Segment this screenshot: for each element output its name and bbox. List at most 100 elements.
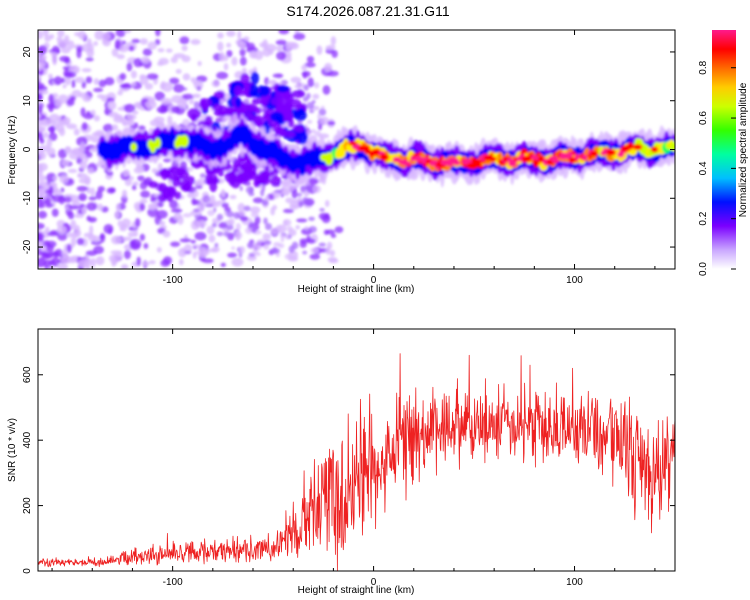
spectrogram-noise-blob <box>226 42 232 48</box>
spectrogram-noise-blob <box>147 207 159 218</box>
spectrogram-noise-blob <box>306 198 312 205</box>
spectrogram-noise-blob <box>300 187 306 193</box>
spectrogram-noise-blob <box>204 203 214 208</box>
spectrogram-noise-blob <box>115 203 121 212</box>
spectrogram-noise-blob <box>160 97 173 106</box>
spectrogram-noise-blob <box>118 45 129 53</box>
spectrogram-noise-blob <box>216 71 229 80</box>
spectrogram-clutter-blob <box>269 176 282 187</box>
spectrogram-noise-blob <box>197 61 202 67</box>
spectrogram-noise-blob <box>93 78 100 85</box>
spectrogram-noise-blob <box>289 204 299 210</box>
spectrogram-noise-blob <box>38 240 44 248</box>
spectrogram-noise-blob <box>124 179 133 187</box>
spectrogram-noise-blob <box>143 242 149 250</box>
snr-series-line <box>38 353 675 571</box>
spectrogram-noise-blob <box>115 30 126 38</box>
spectrogram-noise-blob <box>140 190 151 198</box>
spectrogram-noise-blob <box>219 51 225 62</box>
spectrogram-noise-blob <box>177 215 184 225</box>
spectrogram-noise-blob <box>59 174 70 184</box>
spectrogram-noise-blob <box>126 114 137 120</box>
spectrogram-noise-blob <box>81 80 87 89</box>
spectrogram-noise-blob <box>246 242 254 249</box>
spectrogram-clutter-blob <box>276 85 290 93</box>
spectrogram-clutter-blob <box>232 159 242 168</box>
spectrogram-noise-blob <box>237 202 246 213</box>
spectrogram-noise-blob <box>38 66 42 72</box>
spectrogram-noise-blob <box>246 46 259 54</box>
spectrogram-noise-blob <box>47 232 59 237</box>
spectrogram-noise-blob <box>271 248 281 254</box>
spectrogram-noise-blob <box>239 41 246 50</box>
spectrogram-noise-blob <box>93 41 99 46</box>
spectrogram-noise-blob <box>226 49 233 58</box>
spectrogram-noise-blob <box>201 234 206 239</box>
spectrogram-noise-blob <box>48 132 58 141</box>
spectrogram-noise-blob <box>208 234 216 243</box>
spectrogram-noise-blob <box>43 131 49 139</box>
colorbar: 0.0 0.2 0.4 0.6 0.8 Normalized spectral ampl… <box>698 30 749 276</box>
spectrogram-noise-blob <box>259 42 267 48</box>
colorbar-tick-label: 0.0 <box>698 262 709 276</box>
spectrogram-noise-blob <box>159 108 166 114</box>
spectrogram-noise-blob <box>98 79 107 88</box>
spectrogram-noise-blob <box>66 243 72 254</box>
spectrogram-noise-blob <box>71 79 76 89</box>
spectrogram-noise-blob <box>291 241 299 250</box>
spectrogram-noise-blob <box>158 57 169 66</box>
spectrogram-y-tick-label: -20 <box>22 239 33 254</box>
spectrogram-noise-blob <box>160 80 166 89</box>
snr-x-tick-label: 0 <box>371 577 377 588</box>
spectrogram-noise-blob <box>117 90 123 96</box>
spectrogram-noise-blob <box>51 182 58 188</box>
spectrogram-noise-blob <box>294 84 300 89</box>
spectrogram-y-tick-label: 20 <box>22 46 33 58</box>
spectrogram-noise-blob <box>282 218 292 227</box>
spectrogram-noise-blob <box>40 119 52 127</box>
spectrogram-noise-blob <box>52 55 57 66</box>
spectrogram-noise-blob <box>197 219 206 228</box>
spectrogram-noise-blob <box>112 124 119 131</box>
spectrogram-noise-blob <box>193 101 200 109</box>
spectrogram-clutter-blob <box>282 131 296 138</box>
spectrogram-noise-blob <box>108 111 119 118</box>
spectrogram-noise-blob <box>46 266 55 269</box>
spectrogram-noise-blob <box>264 222 273 231</box>
spectrogram-noise-blob <box>273 191 280 199</box>
snr-y-tick-label: 600 <box>22 366 33 383</box>
spectrogram-noise-blob <box>243 36 250 41</box>
spectrogram-clutter-blob <box>291 90 306 98</box>
spectrogram-noise-blob <box>202 250 209 256</box>
spectrogram-noise-blob <box>192 80 201 86</box>
spectrogram-noise-blob <box>192 199 202 206</box>
spectrogram-noise-blob <box>50 52 58 57</box>
spectrogram-ridge-blob <box>364 147 372 155</box>
spectrogram-clutter-blob <box>235 97 242 108</box>
snr-xlabel: Height of straight line (km) <box>298 585 415 596</box>
spectrogram-clutter-blob <box>213 109 224 117</box>
spectrogram-noise-blob <box>70 219 77 230</box>
spectrogram-noise-blob <box>54 76 63 86</box>
spectrogram-noise-blob <box>133 57 143 68</box>
spectrogram-clutter-blob <box>161 186 172 199</box>
spectrogram-noise-blob <box>254 50 264 60</box>
spectrogram-noise-blob <box>190 239 196 244</box>
spectrogram-noise-blob <box>132 110 139 115</box>
spectrogram-noise-blob <box>277 226 282 232</box>
spectrogram-noise-blob <box>114 211 120 219</box>
spectrogram-noise-blob <box>68 205 81 210</box>
spectrogram-noise-blob <box>192 93 201 99</box>
spectrogram-noise-blob <box>286 41 292 52</box>
spectrogram-ridge-blob <box>532 159 541 165</box>
spectrogram-xlabel: Height of straight line (km) <box>298 284 415 295</box>
spectrogram-noise-blob <box>182 213 192 218</box>
spectrogram-noise-blob <box>139 202 146 212</box>
spectrogram-noise-blob <box>46 147 56 157</box>
spectrogram-noise-blob <box>57 30 65 38</box>
spectrogram-noise-blob <box>181 55 191 63</box>
snr-y-tick-label: 200 <box>22 497 33 514</box>
spectrogram-noise-blob <box>62 248 68 258</box>
spectrogram-ridge-blob <box>670 141 675 152</box>
